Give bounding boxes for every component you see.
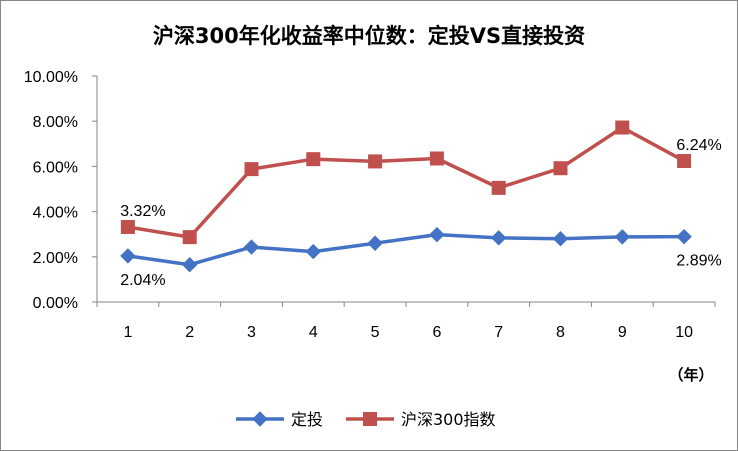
- data-label: 2.04%: [120, 272, 165, 289]
- data-point: [120, 248, 136, 264]
- x-unit-label: （年）: [668, 366, 713, 384]
- data-point: [553, 161, 568, 176]
- x-axis: 1 2 3 4 5 6 7 8 9 10: [96, 301, 716, 341]
- legend-item-dingtou: 定投: [236, 410, 323, 429]
- x-tick-label: 1: [123, 324, 132, 341]
- x-tick-label: 3: [247, 324, 256, 341]
- data-point: [614, 229, 631, 245]
- series-dingtou: [120, 226, 692, 273]
- data-point: [490, 230, 507, 246]
- legend-item-hs300: 沪深300指数: [346, 410, 496, 429]
- series-layer: [120, 120, 692, 273]
- series-hs300: [120, 120, 692, 245]
- series-line: [127, 125, 685, 239]
- data-point: [181, 257, 198, 273]
- x-tick-label: 9: [618, 324, 627, 341]
- x-tick-label: 4: [309, 324, 318, 341]
- data-point: [244, 162, 259, 177]
- legend-label: 定投: [291, 410, 323, 429]
- legend-marker: [252, 411, 268, 427]
- data-label: 2.89%: [676, 253, 721, 270]
- y-tick-label: 4.00%: [33, 205, 78, 222]
- x-tick-label: 2: [185, 324, 194, 341]
- x-tick-label: 7: [494, 324, 503, 341]
- data-point: [552, 231, 569, 247]
- data-label: 3.32%: [120, 203, 165, 220]
- data-label: 6.24%: [676, 137, 721, 154]
- y-axis: 0.00% 2.00% 4.00% 6.00% 8.00% 10.00%: [24, 69, 98, 312]
- data-point: [491, 180, 506, 195]
- data-point: [676, 228, 692, 245]
- y-tick-label: 2.00%: [33, 250, 78, 267]
- x-tick-label: 8: [556, 324, 565, 341]
- data-point: [120, 219, 135, 234]
- data-point: [429, 226, 445, 243]
- data-point: [368, 154, 383, 169]
- y-tick-label: 0.00%: [33, 295, 78, 312]
- chart-title: 沪深300年化收益率中位数：定投VS直接投资: [153, 24, 585, 48]
- data-point: [677, 153, 692, 168]
- series-line: [127, 232, 685, 267]
- data-point: [243, 239, 260, 255]
- legend: 定投 沪深300指数: [236, 410, 496, 429]
- data-point: [306, 152, 321, 167]
- x-tick-label: 10: [675, 324, 693, 341]
- data-point: [182, 230, 197, 245]
- annotation-layer: 3.32% 2.04% 6.24% 2.89%: [120, 137, 722, 289]
- x-tick-label: 6: [432, 324, 441, 341]
- legend-label: 沪深300指数: [401, 410, 496, 429]
- data-point: [305, 243, 322, 260]
- y-tick-label: 8.00%: [33, 114, 78, 131]
- data-point: [615, 120, 630, 135]
- y-tick-label: 10.00%: [24, 69, 78, 86]
- x-tick-label: 5: [371, 324, 380, 341]
- data-point: [429, 151, 444, 166]
- data-point: [367, 235, 383, 251]
- y-tick-label: 6.00%: [33, 159, 78, 176]
- legend-marker: [363, 412, 377, 426]
